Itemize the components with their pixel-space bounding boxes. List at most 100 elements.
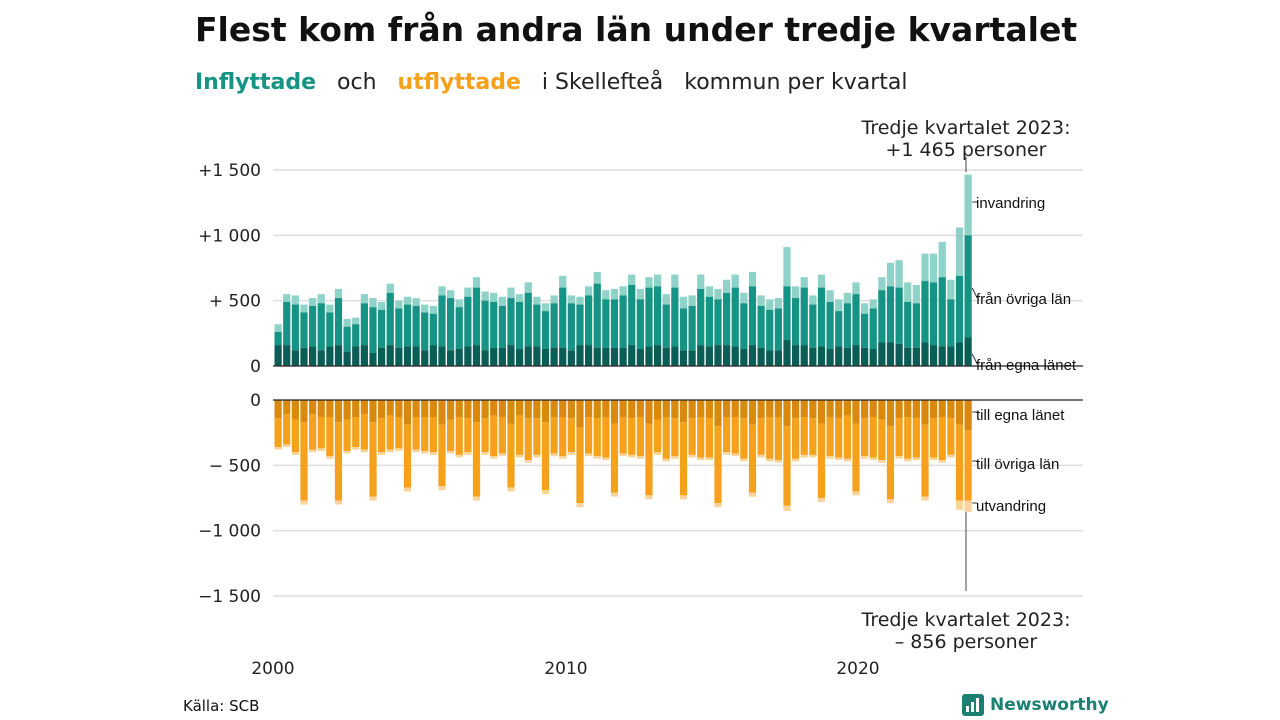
bar-in-immigration (757, 295, 765, 306)
bar-out-own-county (895, 400, 903, 419)
bar-in-immigration (429, 305, 437, 314)
bar-in-immigration (826, 290, 834, 302)
bar-out-other-county (757, 418, 765, 455)
bar-out-emigration (792, 458, 800, 462)
bar-in-own-county (300, 347, 308, 366)
bar-in-own-county (619, 347, 627, 366)
bar-in-own-county (343, 351, 351, 366)
bar-out-emigration (576, 503, 584, 508)
bar-out-emigration (464, 452, 472, 455)
bar-in-other-county (455, 307, 463, 350)
subtitle-word-kvartal: kvartal (830, 70, 908, 95)
bar-out-emigration (481, 452, 489, 455)
bar-out-emigration (395, 448, 403, 451)
bar-out-own-county (576, 400, 584, 428)
bar-in-other-county (671, 287, 679, 347)
bar-in-own-county (869, 349, 877, 366)
bar-in-own-county (766, 350, 774, 366)
bar-out-own-county (585, 400, 593, 417)
bar-out-other-county (326, 416, 334, 457)
bar-out-other-county (395, 416, 403, 449)
bar-out-emigration (861, 456, 869, 459)
bar-out-emigration (300, 500, 308, 505)
series-leader-line (971, 353, 978, 365)
bar-out-other-county (817, 423, 826, 498)
bar-in-immigration (835, 299, 843, 312)
bar-in-other-county (395, 308, 403, 348)
bar-in-other-county (774, 308, 782, 351)
bar-out-own-county (559, 400, 567, 417)
bar-in-other-county (498, 305, 506, 348)
bar-out-other-county (628, 418, 636, 455)
bar-in-own-county (550, 347, 558, 366)
bar-in-immigration (602, 290, 610, 300)
bar-out-other-county (334, 422, 343, 501)
bar-in-own-county (464, 346, 472, 366)
bar-in-immigration (524, 282, 532, 293)
callout-lower-text: Tredje kvartalet 2023: (861, 609, 1071, 631)
bar-in-other-county (317, 303, 325, 351)
bar-out-own-county (334, 400, 343, 423)
brand-name: Newsworthy (990, 695, 1109, 715)
bar-out-own-county (524, 400, 532, 419)
bar-out-emigration (524, 460, 532, 463)
bar-in-other-county (472, 287, 481, 346)
bar-in-other-county (947, 299, 955, 347)
bar-out-other-county (507, 423, 515, 488)
bar-in-own-county (602, 347, 610, 366)
brand-logo: Newsworthy (962, 694, 1109, 716)
x-tick-label: 2000 (251, 659, 294, 679)
bar-in-immigration (705, 286, 713, 297)
bar-in-own-county (835, 346, 843, 366)
bar-in-other-county (817, 287, 826, 347)
bar-out-emigration (904, 458, 912, 462)
bar-out-own-county (964, 400, 972, 431)
bar-in-immigration (904, 282, 912, 302)
bar-out-own-county (930, 400, 938, 419)
bar-in-own-county (395, 347, 403, 366)
bar-out-other-county (283, 414, 291, 445)
bar-in-immigration (472, 277, 481, 288)
bar-out-own-county (886, 400, 895, 427)
bar-in-immigration (809, 295, 817, 305)
bar-in-immigration (300, 304, 308, 313)
bar-in-immigration (412, 298, 420, 306)
bar-out-other-county (774, 416, 782, 461)
bar-out-emigration (774, 460, 782, 463)
bar-out-own-county (947, 400, 955, 419)
bar-in-own-county (947, 346, 955, 366)
bar-out-emigration (429, 452, 437, 455)
bar-out-other-county (524, 418, 532, 461)
bar-in-own-county (498, 347, 506, 366)
bar-out-emigration (619, 453, 627, 457)
bar-out-other-county (912, 418, 920, 458)
bar-in-other-county (429, 313, 437, 346)
bar-out-emigration (533, 454, 541, 458)
bar-in-own-county (585, 345, 593, 366)
bar-out-emigration (593, 456, 601, 459)
bar-in-own-county (524, 346, 532, 366)
bar-out-emigration (291, 452, 299, 455)
bar-in-immigration (654, 274, 662, 287)
bar-in-other-county (809, 304, 817, 348)
bar-out-other-county (455, 416, 463, 455)
bar-in-own-county (645, 346, 653, 366)
bar-in-other-county (636, 299, 644, 350)
bar-out-emigration (757, 454, 765, 458)
bar-out-own-county (300, 400, 308, 423)
bar-out-emigration (498, 453, 506, 457)
bar-in-immigration (955, 227, 964, 276)
bar-out-other-county (904, 416, 912, 459)
bar-out-other-county (714, 426, 722, 504)
newsworthy-logo-icon (962, 694, 984, 716)
bar-in-immigration (843, 292, 851, 304)
bar-in-other-county (421, 312, 429, 351)
bar-in-immigration (490, 292, 498, 302)
bar-out-other-county (766, 416, 774, 459)
bar-in-immigration (455, 299, 463, 308)
bar-out-emigration (783, 505, 791, 512)
bar-out-other-county (472, 422, 481, 497)
y-tick-label: +1 500 (198, 161, 261, 181)
bar-out-own-county (602, 400, 610, 417)
bar-out-own-county (904, 400, 912, 417)
